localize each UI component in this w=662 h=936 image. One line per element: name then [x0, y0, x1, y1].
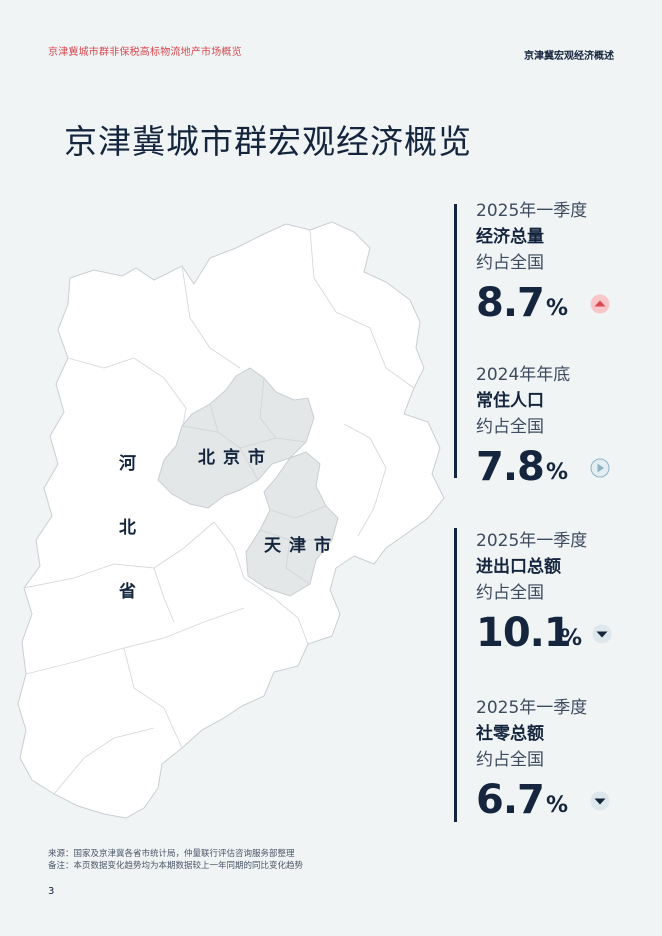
stat-metric: 常住人口	[476, 391, 544, 411]
hebei-label-char-3: 省	[119, 582, 136, 602]
stat-population: 2024年年底 常住人口 约占全国 7.8 %	[476, 362, 610, 496]
beijing-label: 北京市	[198, 448, 273, 468]
stat-value: 7.8	[476, 444, 545, 490]
page-number: 3	[48, 886, 55, 897]
stat-value: 10.1	[476, 610, 572, 656]
beijing-region	[157, 367, 315, 509]
stats-divider-bottom	[454, 528, 457, 822]
stat-unit: %	[546, 793, 569, 818]
stat-unit: %	[546, 460, 569, 485]
report-title-header: 京津冀城市群非保税高标物流地产市场概览	[48, 47, 242, 58]
prefecture-borders	[23, 229, 415, 795]
stat-share: 约占全国	[476, 253, 544, 273]
stat-period: 2025年一季度	[476, 698, 588, 718]
stat-unit: %	[560, 626, 583, 651]
hebei-label-char-1: 河	[119, 454, 136, 474]
stat-share: 约占全国	[476, 417, 544, 437]
stat-period: 2024年年底	[476, 365, 571, 385]
remark-note: 备注：本页数据变化趋势均为本期数据较上一年同期的同比变化趋势	[48, 861, 304, 871]
stat-period: 2025年一季度	[476, 531, 588, 551]
hebei-label-char-2: 北	[119, 518, 136, 538]
stat-trade: 2025年一季度 进出口总额 约占全国 10.1 %	[476, 528, 612, 662]
stat-value: 6.7	[476, 777, 545, 823]
stat-metric: 经济总量	[476, 227, 544, 247]
section-title-header: 京津冀宏观经济概述	[524, 51, 614, 62]
down-triangle-icon	[590, 791, 610, 811]
stat-share: 约占全国	[476, 583, 544, 603]
tianjin-district-borders	[259, 505, 332, 585]
page-title: 京津冀城市群宏观经济概览	[64, 122, 472, 161]
down-triangle-icon	[592, 624, 612, 644]
stat-metric: 进出口总额	[476, 557, 561, 577]
tianjin-region	[245, 451, 339, 597]
stats-divider-top	[454, 204, 457, 478]
source-note: 来源：国家及京津冀各省市统计局，仲量联行评估咨询服务部整理	[48, 849, 295, 859]
right-triangle-icon	[590, 458, 610, 478]
tianjin-label: 天津市	[264, 536, 339, 556]
stat-gdp: 2025年一季度 经济总量 约占全国 8.7 %	[476, 198, 610, 332]
hebei-region	[17, 221, 445, 819]
beijing-district-borders	[181, 377, 307, 481]
stat-period: 2025年一季度	[476, 201, 588, 221]
stat-retail: 2025年一季度 社零总额 约占全国 6.7 %	[476, 695, 610, 829]
jingjinji-map	[17, 221, 445, 819]
stat-unit: %	[546, 296, 569, 321]
up-triangle-icon	[590, 294, 610, 314]
stat-metric: 社零总额	[476, 724, 544, 744]
stat-share: 约占全国	[476, 750, 544, 770]
stat-value: 8.7	[476, 280, 545, 326]
